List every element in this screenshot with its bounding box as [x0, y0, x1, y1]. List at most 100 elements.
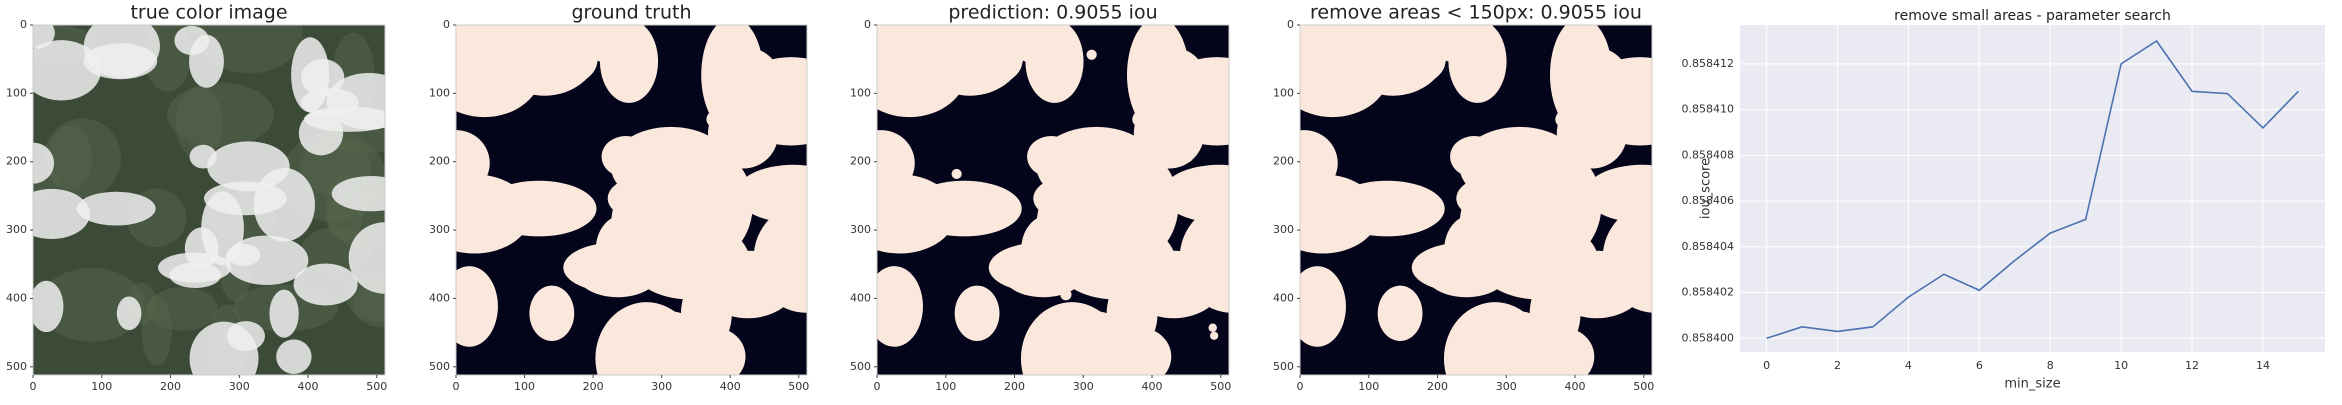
y-tick-label: 300 — [850, 223, 871, 236]
plot-background — [1740, 25, 2325, 352]
mask-region — [1033, 170, 1154, 227]
y-tick-label: 0 — [443, 18, 450, 31]
cloud — [33, 188, 90, 239]
x-tick-label: 500 — [1210, 380, 1231, 393]
cloud — [207, 141, 290, 192]
mask-region — [1456, 170, 1577, 227]
cloud — [269, 289, 299, 338]
image — [1300, 25, 1652, 375]
mask-region — [1329, 180, 1445, 237]
cloud — [300, 88, 359, 117]
x-tick-label: 200 — [583, 380, 604, 393]
x-tick-label: 200 — [1004, 380, 1025, 393]
cloud — [331, 176, 385, 212]
y-tick-label: 200 — [6, 155, 27, 168]
x-tick-label: 200 — [160, 380, 181, 393]
y-tick-label: 0.858404 — [1682, 240, 1735, 253]
mask-region — [710, 47, 780, 109]
x-tick-label: 0 — [1297, 380, 1304, 393]
mask-region — [1559, 47, 1629, 109]
mask-region — [1433, 25, 1492, 65]
x-tick-label: 300 — [651, 380, 672, 393]
mask-region — [753, 203, 807, 313]
y-tick-label: 0.858402 — [1682, 286, 1735, 299]
y-tick-label: 200 — [429, 155, 450, 168]
x-tick-label: 0 — [30, 380, 37, 393]
x-tick-label: 14 — [2256, 359, 2270, 372]
cloud — [276, 339, 312, 374]
cloud — [348, 222, 385, 294]
image — [877, 25, 1229, 375]
mask-region — [1477, 221, 1599, 300]
y-tick-label: 400 — [1273, 291, 1294, 304]
image — [33, 25, 385, 375]
y-tick-label: 100 — [850, 86, 871, 99]
image-frame — [1299, 24, 1653, 376]
y-tick-label: 0.858406 — [1682, 194, 1735, 207]
x-tick-label: 100 — [91, 380, 112, 393]
x-tick-label: 400 — [298, 380, 319, 393]
image-frame — [32, 24, 386, 376]
mask-region — [1377, 285, 1423, 342]
y-tick-label: 400 — [429, 291, 450, 304]
mask-region — [529, 285, 575, 342]
x-tick-label: 500 — [788, 380, 809, 393]
cloud — [224, 235, 309, 286]
y-tick-label: 400 — [850, 291, 871, 304]
x-tick-label: 300 — [229, 380, 250, 393]
x-tick-label: 200 — [1427, 380, 1448, 393]
cloud — [83, 43, 158, 80]
mask-speck — [1106, 174, 1119, 187]
x-tick-label: 100 — [1358, 380, 1379, 393]
mask-region — [1602, 203, 1652, 313]
y-tick-label: 500 — [6, 360, 27, 373]
chart-title: ground truth — [571, 2, 691, 24]
cloud — [33, 40, 102, 101]
mask-region — [1444, 214, 1502, 283]
y-tick-label: 100 — [6, 86, 27, 99]
mask-region — [1021, 214, 1079, 283]
x-tick-label: 10 — [2114, 359, 2128, 372]
mask-region — [595, 214, 653, 283]
x-tick-label: 12 — [2185, 359, 2199, 372]
image-texture — [147, 287, 219, 331]
y-tick-label: 300 — [429, 223, 450, 236]
y-tick-label: 500 — [850, 360, 871, 373]
image-texture — [38, 267, 145, 342]
x-tick-label: 2 — [1834, 359, 1841, 372]
y-tick-label: 500 — [1273, 360, 1294, 373]
image-frame — [876, 24, 1230, 376]
mask-region — [1300, 266, 1346, 347]
y-tick-label: 500 — [429, 360, 450, 373]
mask-region — [877, 25, 968, 118]
x-tick-label: 100 — [514, 380, 535, 393]
cloud — [33, 142, 55, 184]
image-frame — [455, 24, 808, 376]
x-tick-label: 8 — [2047, 359, 2054, 372]
chart-title: true color image — [130, 2, 287, 24]
mask-region — [456, 25, 543, 118]
mask-region — [1020, 302, 1124, 375]
chart-title: remove small areas - parameter search — [1894, 8, 2171, 24]
x-tick-label: 300 — [1496, 380, 1517, 393]
x-tick-label: 0 — [453, 380, 460, 393]
x-tick-label: 4 — [1905, 359, 1912, 372]
mask-region — [906, 180, 1022, 237]
y-tick-label: 200 — [1273, 155, 1294, 168]
mask-speck — [951, 168, 962, 179]
mask-speck — [1208, 323, 1217, 332]
x-tick-label: 400 — [1565, 380, 1586, 393]
chart-title: prediction: 0.9055 iou — [948, 2, 1157, 24]
x-tick-label: 500 — [1633, 380, 1654, 393]
y-tick-label: 0.858412 — [1682, 57, 1735, 70]
cloud — [76, 191, 156, 226]
cloud — [203, 181, 287, 216]
mask-speck — [1139, 183, 1148, 193]
y-tick-label: 0.858408 — [1682, 148, 1735, 161]
cloud — [189, 321, 259, 375]
mask-region — [877, 266, 923, 347]
cloud — [298, 111, 344, 156]
cloud — [184, 227, 219, 270]
y-tick-label: 300 — [6, 223, 27, 236]
y-tick-label: 400 — [6, 291, 27, 304]
